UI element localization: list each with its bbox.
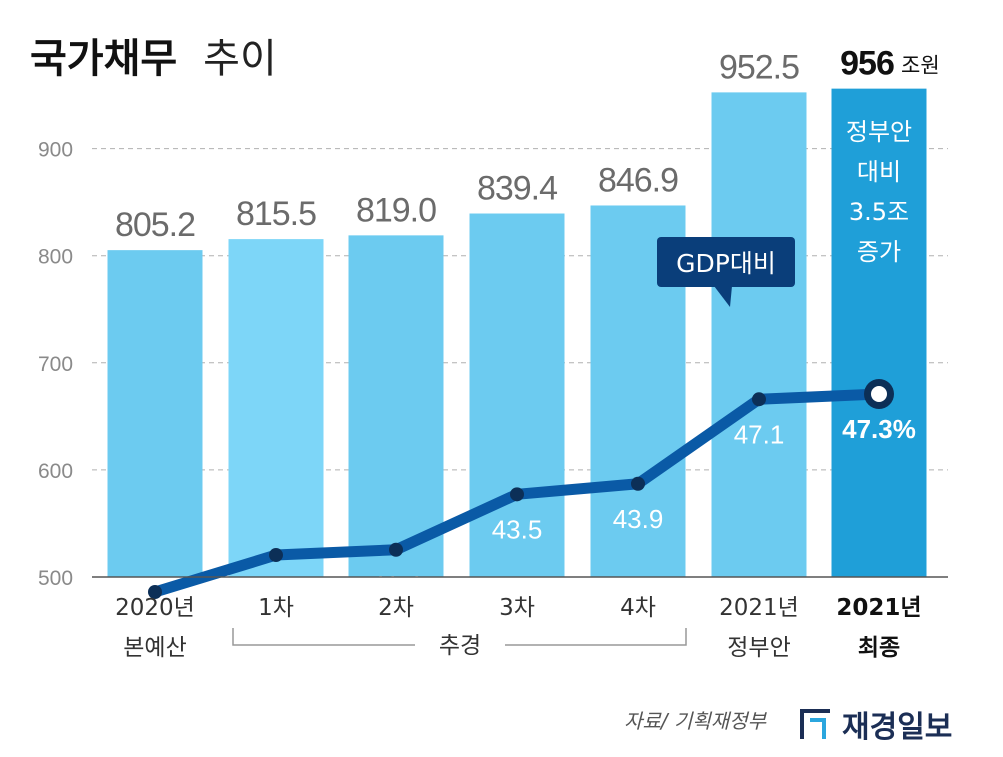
x-tick-label: 2021년 — [836, 595, 921, 621]
ratio-labels: 39.8 41.2 41.4 43.5 43.9 47.1 47.3% — [130, 414, 916, 642]
bar-value-label: 839.4 — [477, 170, 557, 208]
callout-box — [657, 237, 795, 287]
x-tick-sublabel: 본예산 — [123, 635, 186, 661]
callout-text: GDP대비 — [676, 249, 776, 278]
group-bracket: 추경 — [232, 628, 687, 659]
chart-title: 국가채무 추이 — [30, 36, 277, 82]
bar-value-label: 805.2 — [115, 206, 195, 244]
ratio-label: 47.1 — [734, 419, 785, 449]
brand-mark-inner — [810, 718, 826, 739]
brand-logo: 재경일보 — [798, 707, 952, 745]
y-tick-label: 900 — [38, 139, 73, 162]
callout-pointer — [714, 286, 732, 307]
ratio-label: 43.5 — [492, 514, 543, 544]
x-tick-label: 4차 — [620, 595, 656, 621]
y-tick-label: 600 — [38, 460, 73, 483]
bar — [107, 250, 203, 578]
ratio-line — [148, 379, 894, 599]
ratio-label: 41.2 — [251, 575, 302, 605]
ratio-label: 47.3% — [842, 414, 916, 444]
bar — [228, 239, 324, 577]
bar — [711, 92, 807, 578]
bar-value-label: 846.9 — [598, 161, 678, 199]
bar — [831, 88, 927, 578]
x-tick-sublabel: 정부안 — [727, 635, 790, 661]
note-line: 정부안 — [846, 118, 912, 146]
ratio-point — [631, 476, 645, 491]
y-tick-label: 800 — [38, 246, 73, 269]
group-label: 추경 — [439, 633, 481, 659]
brand-mark-frame — [800, 709, 830, 739]
ratio-label: 41.4 — [371, 570, 422, 600]
x-tick-label: 3차 — [499, 595, 535, 621]
ratio-point-center — [871, 386, 887, 402]
y-tick-label: 500 — [38, 567, 73, 590]
bar-value-label: 815.5 — [236, 195, 316, 233]
ratio-callout: GDP대비 — [657, 237, 795, 307]
ratio-point — [752, 392, 766, 407]
bar-value-label: 956 — [840, 45, 894, 83]
bar-value-labels: 805.2 815.5 819.0 839.4 846.9 952.5 956 — [115, 45, 895, 245]
bar-value-label: 819.0 — [356, 191, 436, 229]
x-tick-sublabel: 최종 — [858, 635, 900, 661]
x-tick-label: 2020년 — [115, 595, 195, 621]
y-axis-ticks: 500 600 700 800 900 — [38, 139, 73, 590]
note-line: 증가 — [857, 238, 901, 266]
y-tick-label: 700 — [38, 353, 73, 376]
x-tick-label: 2021년 — [719, 595, 799, 621]
brand-name: 재경일보 — [842, 710, 952, 745]
x-tick-label: 1차 — [258, 595, 294, 621]
ratio-point — [510, 487, 524, 502]
ratio-point — [148, 585, 162, 599]
bar — [469, 213, 565, 577]
ratio-label: 43.9 — [613, 504, 664, 534]
bracket-line — [232, 628, 687, 646]
note-line: 3.5조 — [849, 198, 909, 226]
value-unit: 조원 — [901, 54, 940, 78]
bar — [348, 235, 444, 577]
x-tick-label: 2차 — [378, 595, 414, 621]
bars — [107, 88, 927, 578]
ratio-point — [269, 548, 283, 563]
source-note: 자료/ 기획재정부 — [624, 709, 767, 733]
ratio-point — [389, 542, 403, 557]
title-rest: 추이 — [203, 36, 277, 82]
note-line: 대비 — [857, 158, 901, 186]
bar-value-label: 952.5 — [719, 48, 799, 86]
ratio-label: 39.8 — [130, 612, 181, 642]
title-bold: 국가채무 — [30, 36, 177, 82]
